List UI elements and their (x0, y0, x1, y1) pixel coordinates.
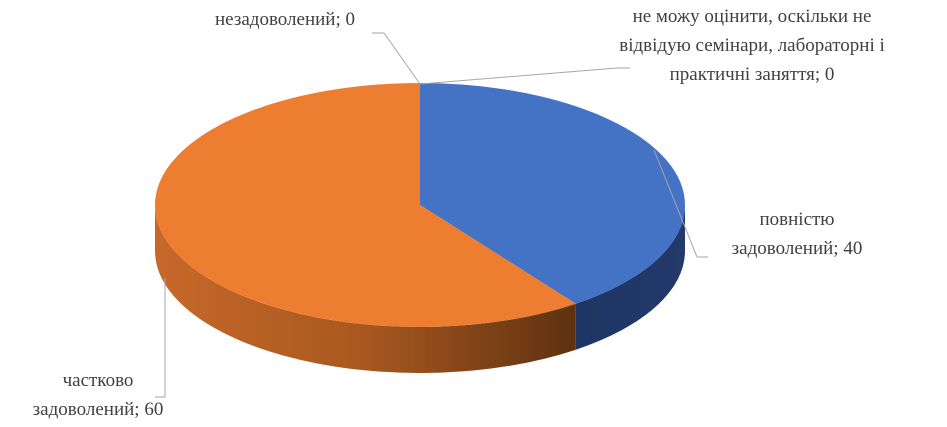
data-label: незадоволений; 0 (215, 9, 355, 30)
leader-line (419, 67, 630, 85)
leader-line (155, 278, 166, 398)
slice-side (575, 205, 685, 350)
data-label: не можу оцінити, оскільки не відвідую сем… (619, 6, 885, 85)
slice (420, 83, 685, 304)
slice-side (155, 205, 576, 373)
data-label: частково задоволений; 60 (33, 370, 164, 420)
leader-line (653, 149, 708, 258)
leader-line (372, 32, 421, 85)
data-label: повністю задоволений; 40 (732, 209, 863, 259)
slice (154, 83, 576, 327)
